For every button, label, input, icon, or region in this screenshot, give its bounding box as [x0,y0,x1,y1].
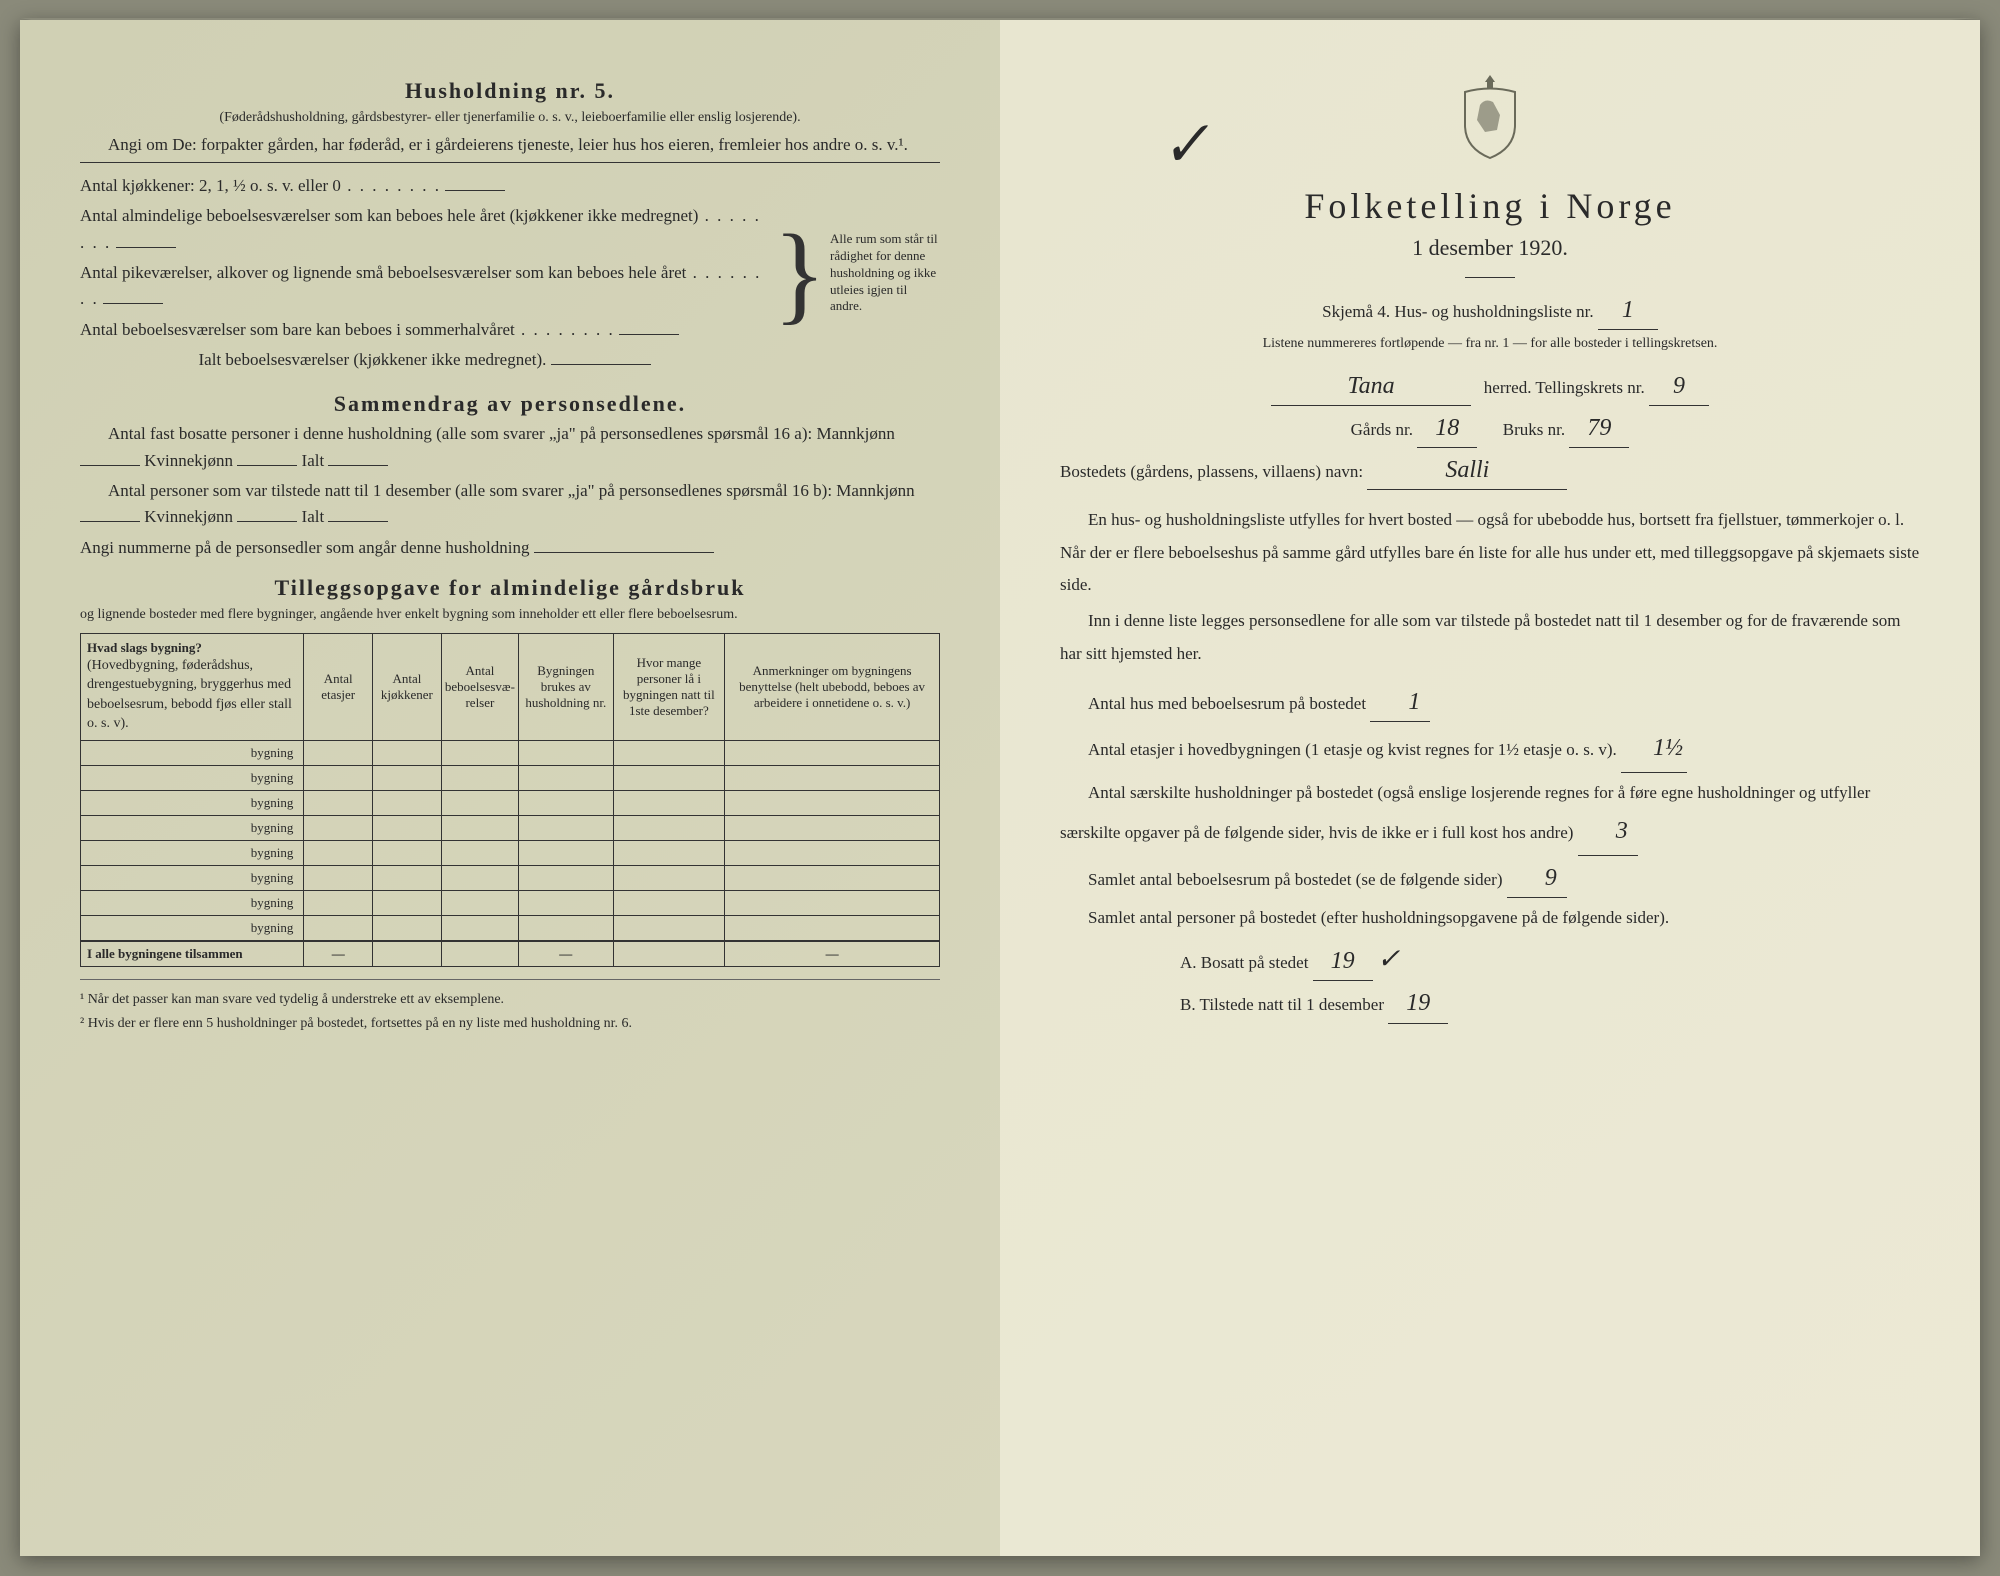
table-row: bygning [81,741,940,766]
col-6-head: Hvor mange personer lå i bygningen natt … [613,633,725,740]
household-note: (Føderådshusholdning, gårdsbestyrer- ell… [80,108,940,128]
angi-line: Angi om De: forpakter gården, har føderå… [80,132,940,158]
qB: B. Tilstede natt til 1 desember 19 [1060,985,1920,1023]
census-date: 1 desember 1920. [1060,231,1920,265]
para-2: Inn i denne liste legges personsedlene f… [1060,605,1920,670]
col-4-head: Antal beboel­sesvæ­relser [441,633,518,740]
tillegg-sub: og lignende bosteder med flere bygninger… [80,605,940,625]
para-1: En hus- og husholdningsliste utfylles fo… [1060,504,1920,601]
rule [80,162,940,163]
summary-line-2: Antal personer som var tilstede natt til… [80,478,940,531]
q5: Samlet antal personer på bostedet (efter… [1060,902,1920,934]
brace-text: Alle rum som står til rådighet for denne… [830,231,940,315]
room-line-3: Antal beboelsesværelser som bare kan beb… [80,317,769,343]
col-2-head: Antal etasjer [304,633,373,740]
room-line-1: Antal almindelige beboelsesværelser som … [80,203,769,256]
qA: A. Bosatt på stedet 19 ✓ [1060,938,1920,981]
summary-line-1: Antal fast bosatte personer i denne hush… [80,421,940,474]
q4: Samlet antal beboelsesrum på bostedet (s… [1060,860,1920,898]
document-spread: Husholdning nr. 5. (Føderådshusholdning,… [20,20,1980,1556]
right-page: ✓ Folketelling i Norge 1 desember 1920. … [1000,20,1980,1556]
tillegg-heading: Tilleggsopgave for almindelige gårdsbruk [80,575,940,601]
q3: Antal særskilte husholdninger på bostede… [1060,777,1920,856]
col-3-head: Antal kjøkke­ner [373,633,442,740]
summary-heading: Sammendrag av personsedlene. [80,391,940,417]
col-7-head: Anmerkninger om bygnin­gens benyttelse (… [725,633,940,740]
table-body: bygning bygning bygning bygning bygning … [81,741,940,967]
room-line-2: Antal pikeværelser, alkover og lignende … [80,260,769,313]
rooms-block: Antal kjøkkener: 2, 1, ½ o. s. v. eller … [80,169,940,377]
q1: Antal hus med beboelsesrum på bostedet 1 [1060,684,1920,722]
table-row: bygning [81,866,940,891]
title-rule [1465,277,1515,278]
table-total-row: I alle bygningene tilsammen — — — [81,941,940,967]
building-table: Hvad slags bygning? (Hovedbygning, føder… [80,633,940,967]
table-row: bygning [81,766,940,791]
table-row: bygning [81,916,940,942]
footnote-2: ² Hvis der er flere enn 5 husholdninger … [80,1014,940,1034]
table-row: bygning [81,891,940,916]
skjema-line: Skjemå 4. Hus- og husholdningsliste nr. … [1060,292,1920,330]
footnotes: ¹ Når det passer kan man svare ved tydel… [80,979,940,1033]
table-row: bygning [81,816,940,841]
table-row: bygning [81,841,940,866]
brace-icon: } [769,224,830,323]
kitchen-line: Antal kjøkkener: 2, 1, ½ o. s. v. eller … [80,173,769,199]
table-header-row: Hvad slags bygning? (Hovedbygning, føder… [81,633,940,740]
q2: Antal etasjer i hovedbygningen (1 etasje… [1060,726,1920,773]
summary-line-3: Angi nummerne på de personsedler som ang… [80,535,940,561]
gards-line: Gårds nr. 18 Bruks nr. 79 [1060,410,1920,448]
table-row: bygning [81,791,940,816]
household-heading: Husholdning nr. 5. [80,78,940,104]
footnote-1: ¹ Når det passer kan man svare ved tydel… [80,990,940,1010]
list-note: Listene nummereres fortløpende — fra nr.… [1060,334,1920,354]
main-title: Folketelling i Norge [1060,185,1920,227]
col-1-head: Hvad slags bygning? (Hovedbygning, føder… [81,633,304,740]
checkmark-handwritten: ✓ [1157,108,1213,182]
col-5-head: Bygningen brukes av hushold­ning nr. [519,633,613,740]
bosted-line: Bostedets (gårdens, plassens, villaens) … [1060,452,1920,490]
herred-line: Tana herred. Tellingskrets nr. 9 [1060,368,1920,406]
left-page: Husholdning nr. 5. (Føderådshusholdning,… [20,20,1000,1556]
room-total: Ialt beboelsesværelser (kjøkkener ikke m… [80,347,769,373]
